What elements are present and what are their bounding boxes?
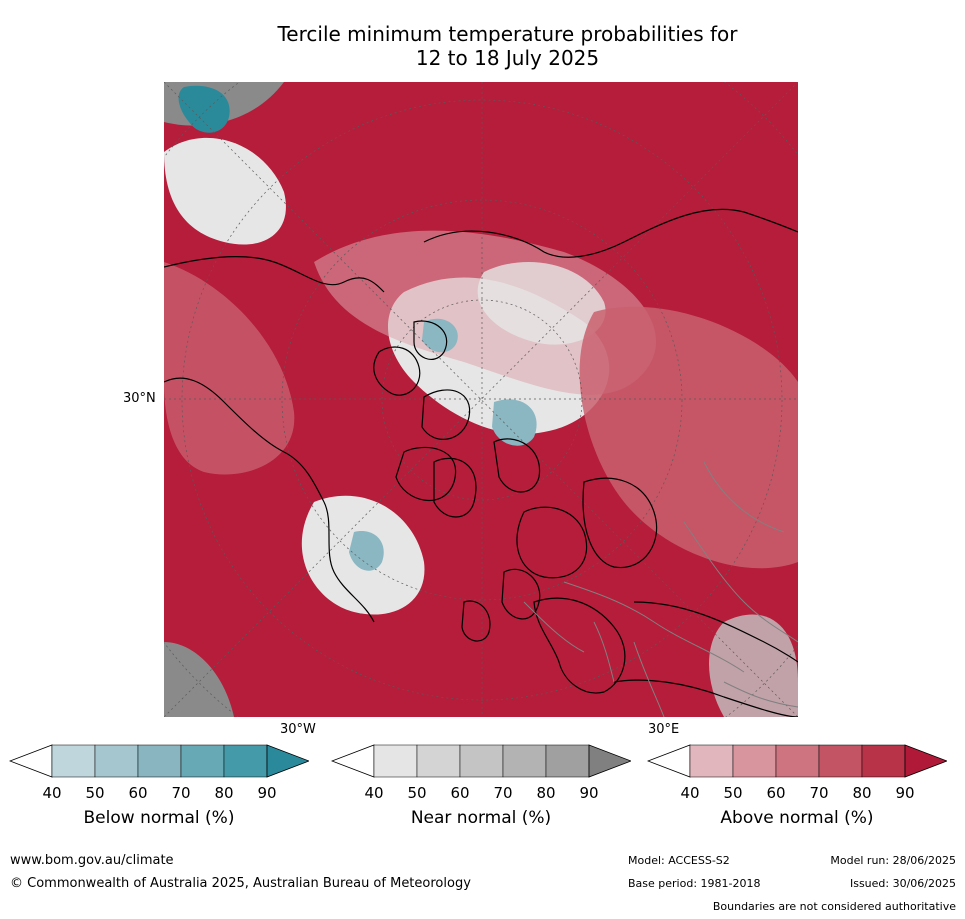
probability-map[interactable] [164, 82, 798, 717]
tick-label: 90 [257, 784, 277, 802]
tick-label: 70 [809, 784, 829, 802]
base-period-text: Base period: 1981-2018 [628, 877, 761, 890]
colorbar-segment [373, 744, 418, 778]
tick-label: 80 [536, 784, 556, 802]
tick-label: 80 [214, 784, 234, 802]
below-normal-region-atlantic [349, 531, 384, 571]
colorbar-extend-low [331, 744, 375, 778]
tick-label: 60 [128, 784, 148, 802]
colorbar-extend-high [266, 744, 309, 778]
colorbar-segment [51, 744, 96, 778]
colorbar-segment [180, 744, 225, 778]
mid-red-region-west [164, 262, 295, 475]
below-normal-region-pacific [178, 85, 230, 133]
colorbar-below-ticks: 40 50 60 70 80 90 [9, 784, 309, 804]
near-normal-region-siberia [477, 262, 606, 345]
colorbar-segment [502, 744, 547, 778]
coastlines [164, 208, 798, 717]
tick-label: 50 [723, 784, 743, 802]
tick-label: 40 [364, 784, 384, 802]
tick-label: 60 [766, 784, 786, 802]
legend-above-normal: 40 50 60 70 80 90 Above normal (%) [647, 744, 947, 844]
disclaimer-text: Boundaries are not considered authoritat… [712, 900, 956, 913]
lon-label-30e: 30°E [648, 722, 680, 737]
tick-label: 70 [493, 784, 513, 802]
copyright-text: © Commonwealth of Australia 2025, Austra… [10, 876, 471, 891]
tick-label: 60 [450, 784, 470, 802]
colorbar-segment [689, 744, 734, 778]
below-normal-region-barents [422, 318, 458, 353]
colorbar-segment [861, 744, 906, 778]
colorbar-segment [545, 744, 590, 778]
legend-near-normal: 40 50 60 70 80 90 Near normal (%) [331, 744, 631, 844]
model-text: Model: ACCESS-S2 [628, 854, 730, 867]
tick-label: 90 [579, 784, 599, 802]
near-normal-region-pacific [164, 137, 286, 245]
lon-label-30w: 30°W [280, 722, 316, 737]
colorbar-segment [94, 744, 139, 778]
colorbar-near [331, 744, 631, 778]
website-link[interactable]: www.bom.gov.au/climate [10, 853, 174, 868]
title-line-1: Tercile minimum temperature probabilitie… [277, 22, 738, 46]
tick-label: 40 [680, 784, 700, 802]
tick-label: 80 [852, 784, 872, 802]
colorbar-extend-high [904, 744, 947, 778]
colorbar-extend-low [9, 744, 53, 778]
colorbar-segment [137, 744, 182, 778]
below-normal-region-greenland [492, 399, 537, 446]
near-normal-region-asia [709, 614, 798, 717]
colorbar-above-label: Above normal (%) [720, 808, 874, 828]
tick-label: 70 [171, 784, 191, 802]
lat-label-30n: 30°N [123, 391, 156, 406]
colorbar-segment [459, 744, 504, 778]
colorbar-segment [818, 744, 863, 778]
colorbar-above-ticks: 40 50 60 70 80 90 [647, 784, 947, 804]
chart-title: Tercile minimum temperature probabilitie… [160, 22, 855, 70]
mid-red-region-east [579, 306, 798, 569]
colorbar-near-label: Near normal (%) [410, 808, 552, 828]
colorbar-near-ticks: 40 50 60 70 80 90 [331, 784, 631, 804]
country-borders [523, 461, 798, 717]
title-line-2: 12 to 18 July 2025 [415, 46, 600, 70]
issued-text: Issued: 30/06/2025 [849, 877, 956, 890]
colorbar-below-label: Below normal (%) [83, 808, 235, 828]
dark-grey-region-south [164, 642, 234, 717]
colorbar-segment [223, 744, 268, 778]
colorbar-above [647, 744, 947, 778]
tick-label: 40 [42, 784, 62, 802]
colorbar-segment [732, 744, 777, 778]
colorbar-segment [416, 744, 461, 778]
tick-label: 50 [85, 784, 105, 802]
tick-label: 90 [895, 784, 915, 802]
colorbar-segment [775, 744, 820, 778]
map-canvas [164, 82, 798, 717]
tick-label: 50 [407, 784, 427, 802]
colorbar-below [9, 744, 309, 778]
colorbar-extend-high [588, 744, 631, 778]
model-run-text: Model run: 28/06/2025 [830, 854, 956, 867]
legend-below-normal: 40 50 60 70 80 90 Below normal (%) [9, 744, 309, 844]
colorbar-extend-low [647, 744, 691, 778]
graticule [164, 82, 798, 717]
